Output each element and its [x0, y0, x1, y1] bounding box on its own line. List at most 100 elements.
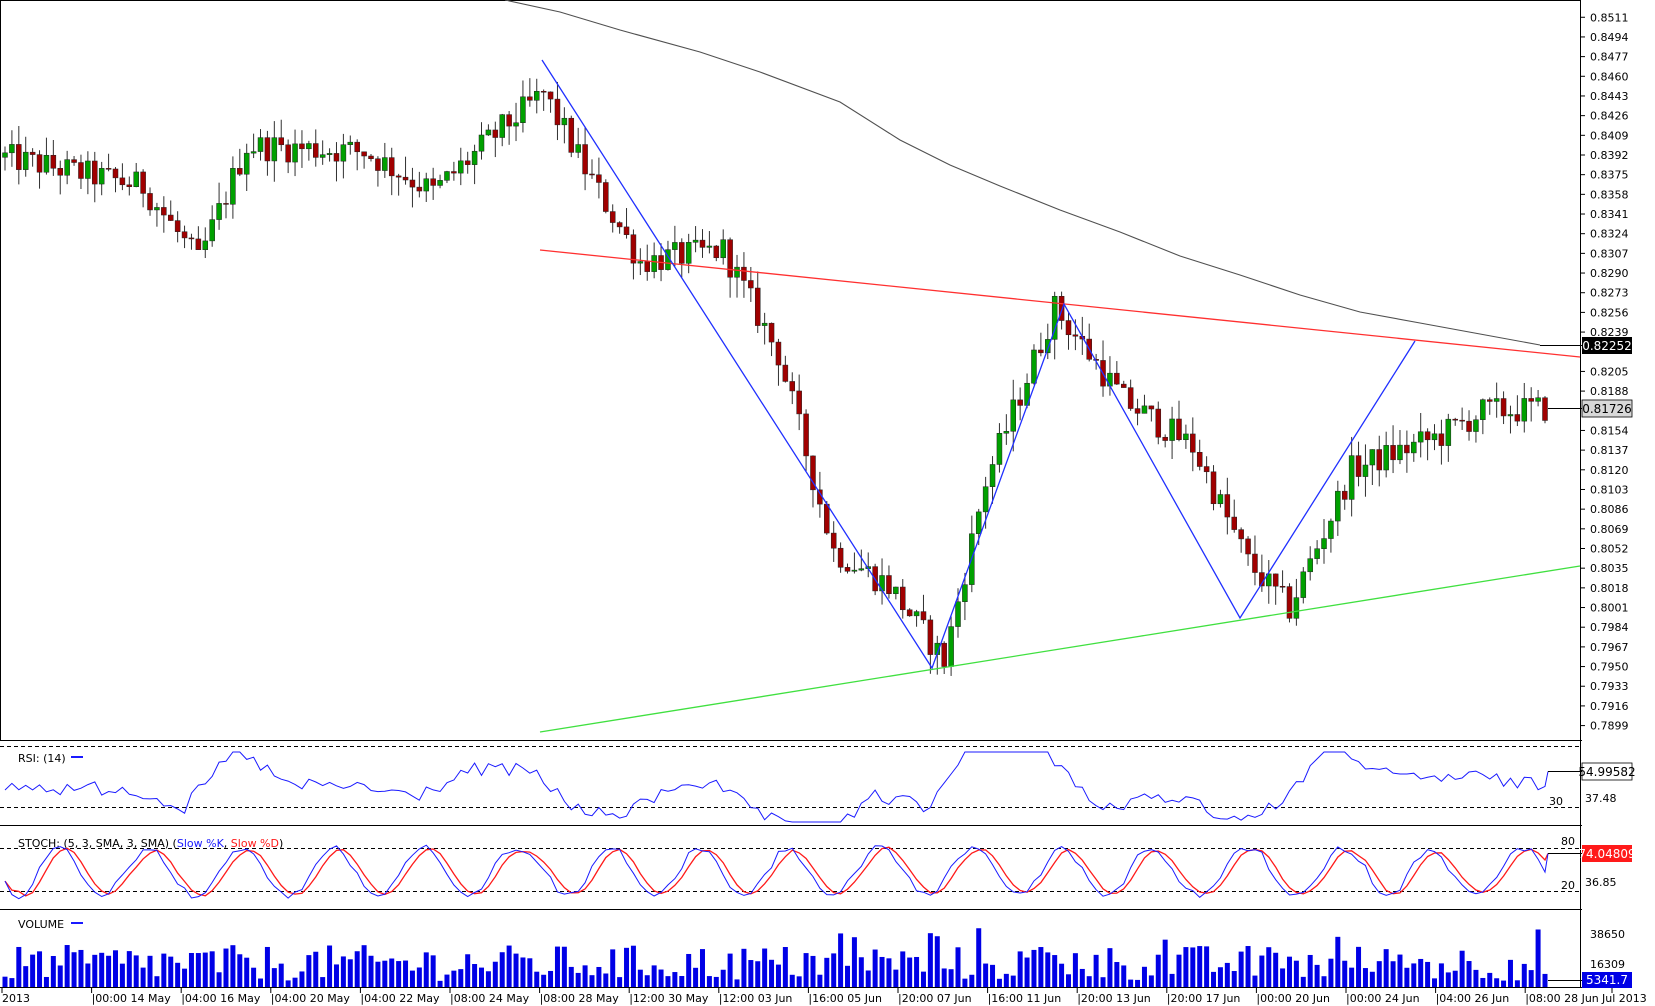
rsi-title: RSI: (14) — [18, 752, 66, 765]
candle — [1141, 394, 1148, 414]
volume-bar — [258, 978, 264, 987]
candle — [209, 205, 215, 247]
volume-bar — [133, 955, 139, 987]
volume-bar — [1031, 949, 1037, 987]
candle-body — [720, 239, 726, 259]
rsi-line — [4, 751, 1549, 823]
candle-body — [292, 143, 298, 163]
candle-body — [264, 137, 271, 162]
volume-bar — [748, 960, 754, 987]
candle — [1390, 425, 1396, 474]
volume-bar — [237, 954, 243, 987]
candle-body — [748, 280, 754, 289]
volume-bar — [1045, 952, 1051, 987]
volume-bar — [168, 956, 174, 987]
candle — [1031, 344, 1037, 385]
volume-bar — [1425, 961, 1431, 987]
candle-body — [1045, 339, 1051, 354]
candle — [554, 81, 561, 141]
volume-bar — [451, 970, 457, 987]
candle — [478, 122, 485, 160]
volume-bar — [1383, 949, 1389, 987]
time-tick-label: |00:00 20 Jun — [1256, 992, 1330, 1005]
volume-bar — [1494, 978, 1500, 987]
volume-bar — [893, 969, 899, 987]
volume-bar — [1528, 970, 1534, 987]
candle-body — [444, 171, 450, 181]
price-tick-label: 0.8443 — [1590, 90, 1629, 103]
volume-title: VOLUME — [18, 918, 64, 931]
candle-body — [754, 287, 761, 326]
volume-bar — [851, 937, 857, 987]
candle-body — [561, 117, 568, 126]
volume-bar — [1418, 958, 1424, 987]
candle — [181, 225, 188, 249]
volume-bar — [182, 968, 188, 987]
candle — [1231, 499, 1237, 533]
volume-bar — [1521, 963, 1527, 987]
candle — [1238, 527, 1244, 553]
volume-bar — [1224, 962, 1230, 987]
candle — [402, 156, 409, 185]
candle — [1438, 419, 1445, 465]
volume-bar — [824, 957, 830, 987]
volume-bar — [548, 970, 554, 987]
candle-body — [1500, 398, 1507, 417]
candle-body — [243, 152, 250, 175]
candle-body — [858, 568, 865, 571]
candle — [140, 169, 146, 208]
candle-body — [1404, 444, 1410, 454]
volume-bar — [672, 972, 678, 987]
candle — [319, 140, 326, 165]
candle — [623, 208, 630, 239]
volume-bar — [1514, 980, 1520, 987]
candle-body — [1114, 372, 1120, 385]
candle-body — [1162, 436, 1168, 441]
time-tick-label: 2013 — [2, 992, 30, 1005]
candle — [147, 187, 153, 216]
candle — [1445, 413, 1452, 462]
volume-bar — [527, 958, 533, 987]
candle-body — [1183, 433, 1189, 441]
volume-bar — [320, 977, 326, 987]
volume-bar — [347, 959, 353, 987]
candle-body — [388, 157, 395, 177]
candle-body — [1424, 431, 1431, 441]
candle — [458, 147, 464, 186]
candle-body — [879, 575, 885, 592]
volume-bar — [16, 946, 22, 987]
candle — [1127, 379, 1134, 411]
candle — [1542, 396, 1548, 424]
candle — [589, 159, 595, 179]
candle — [1521, 382, 1528, 433]
candle-body — [154, 207, 160, 211]
candle — [57, 160, 63, 195]
candle-body — [1017, 399, 1023, 406]
candle — [161, 196, 167, 233]
volume-bar — [983, 963, 989, 987]
candle-body — [1355, 455, 1362, 477]
volume-bar — [1217, 967, 1223, 987]
candle — [299, 130, 305, 168]
candle — [720, 229, 726, 265]
candle-body — [1058, 296, 1065, 321]
candle-body — [250, 151, 257, 154]
volume-bar — [1404, 967, 1410, 987]
candle — [1383, 431, 1389, 478]
candle — [368, 153, 374, 162]
support-trendline — [539, 565, 1581, 733]
candle — [754, 271, 761, 334]
candle — [582, 126, 588, 191]
volume-bar — [610, 949, 616, 987]
volume-bar — [43, 976, 49, 987]
rsi-value-label: 54.99582 — [1578, 765, 1635, 779]
candle-body — [119, 177, 126, 186]
candle-body — [692, 239, 699, 243]
candle-body — [354, 141, 360, 153]
ma-value-label: 0.82252 — [1582, 339, 1632, 353]
volume-bar — [686, 953, 692, 987]
price-tick-label: 0.8460 — [1590, 70, 1629, 83]
price-tick-label: 0.7984 — [1590, 621, 1629, 634]
volume-bar — [444, 974, 450, 987]
candle — [437, 174, 443, 189]
